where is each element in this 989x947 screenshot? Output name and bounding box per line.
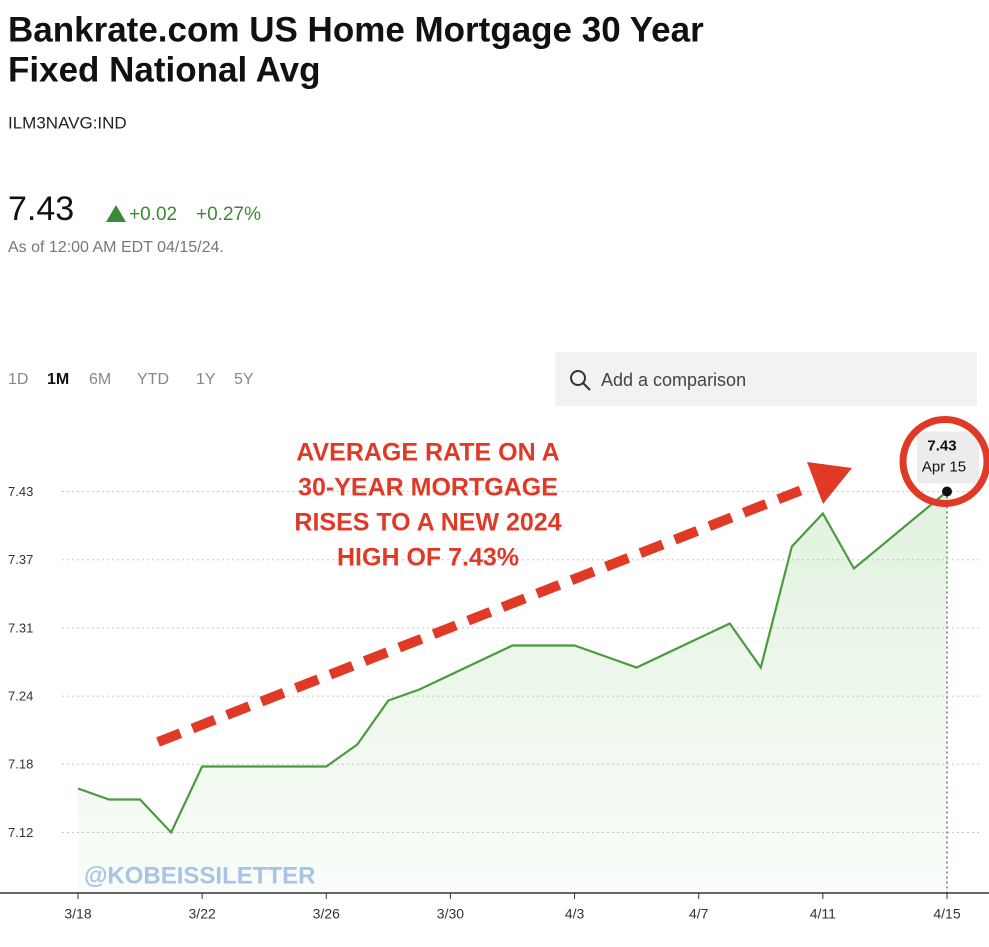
- annotation-arrowhead: [807, 462, 852, 504]
- range-button[interactable]: YTD: [137, 371, 169, 388]
- x-tick-label: 3/18: [64, 906, 91, 922]
- x-tick-label: 4/3: [565, 906, 585, 922]
- annotation: RISES TO A NEW 2024: [294, 509, 561, 537]
- title: Bankrate.com US Home Mortgage 30 Year: [8, 10, 704, 49]
- up-triangle: [106, 205, 126, 222]
- price: 7.43: [8, 190, 74, 228]
- point: [942, 486, 952, 497]
- annotation: AVERAGE RATE ON A: [296, 439, 559, 467]
- tooltip-value: 7.43: [927, 437, 956, 454]
- annotation: 30-YEAR MORTGAGE: [298, 474, 558, 502]
- change: +0.02: [129, 204, 177, 225]
- y-tick-label: 7.24: [8, 689, 33, 704]
- highlight-ring: [899, 416, 989, 507]
- x-tick-label: 3/22: [189, 906, 216, 922]
- as-of: As of 12:00 AM EDT 04/15/24.: [8, 239, 224, 256]
- range-button[interactable]: 6M: [89, 371, 111, 388]
- annotation-arrow: [156, 481, 814, 747]
- range-button[interactable]: 1D: [8, 371, 28, 388]
- line: [77, 490, 948, 835]
- x-tick-label: 3/26: [313, 906, 340, 922]
- y-tick-label: 7.18: [8, 757, 33, 772]
- y-tick-label: 7.43: [8, 484, 33, 499]
- range-button[interactable]: 5Y: [234, 371, 254, 388]
- ticker: ILM3NAVG:IND: [8, 113, 127, 132]
- title: Fixed National Avg: [8, 50, 320, 89]
- range-buttons: 1D 1M 6M YTD 1Y 5Y: [8, 371, 254, 388]
- area: [78, 491, 947, 893]
- search-placeholder[interactable]: Add a comparison: [601, 370, 746, 390]
- y-tick-label: 7.37: [8, 552, 33, 567]
- range-button[interactable]: 1M: [47, 371, 69, 388]
- x-tick-label: 4/11: [810, 906, 836, 922]
- search-box[interactable]: [555, 352, 977, 406]
- y-tick-label: 7.31: [8, 620, 33, 635]
- plot: 7.12 7.18 7.24 7.31 7.37 7.43 3/18 3/22 3/26 3/30…: [0, 416, 989, 922]
- y-tick-label: 7.12: [8, 825, 33, 840]
- x-tick-label: 4/15: [933, 906, 960, 922]
- tooltip: [917, 431, 979, 484]
- x-tick-label: 3/30: [437, 906, 464, 922]
- tooltip-date: Apr 15: [922, 458, 966, 475]
- search-icon: [570, 370, 586, 386]
- x-tick-label: 4/7: [689, 906, 709, 922]
- change-pct: +0.27%: [196, 204, 261, 225]
- range-button[interactable]: 1Y: [196, 371, 216, 388]
- search-icon: [582, 382, 591, 391]
- annotation: HIGH OF 7.43%: [337, 544, 519, 572]
